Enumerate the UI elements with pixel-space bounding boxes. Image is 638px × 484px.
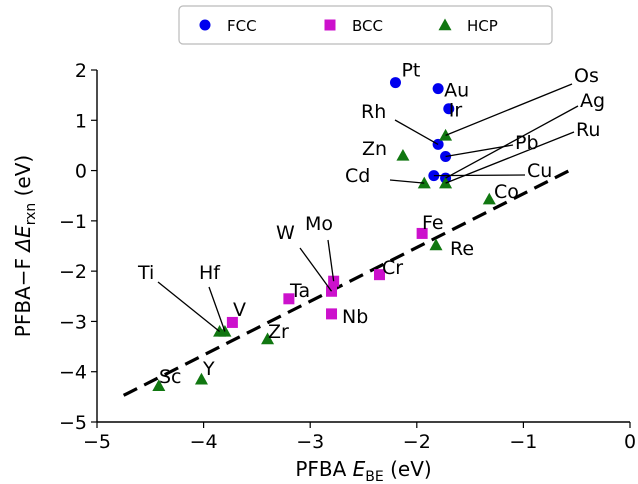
label-zn: Zn	[362, 138, 387, 160]
x-axis-label: PFBA EBE (eV)	[295, 457, 431, 484]
fit-line-group	[122, 168, 573, 397]
point-fe	[416, 227, 428, 239]
label-ti: Ti	[137, 262, 154, 284]
x-tick-label: −4	[190, 431, 218, 453]
x-tick-label: −1	[509, 431, 537, 453]
callout-line-mo	[327, 239, 335, 282]
point-labels: PtAuIrRhPbCuAgFeCrMoWTaNbVOsZnCdRuCoReZr…	[137, 60, 605, 388]
y-tick-label: 0	[75, 161, 87, 183]
label-zr: Zr	[268, 321, 289, 343]
point-re	[429, 238, 443, 251]
legend-marker-hcp	[438, 18, 452, 31]
y-tick-label: 1	[75, 110, 87, 132]
point-cr	[373, 269, 385, 281]
legend-label-fcc: FCC	[227, 17, 257, 35]
callout-line-rh	[394, 119, 439, 145]
label-ta: Ta	[289, 280, 310, 302]
label-au: Au	[444, 80, 469, 102]
label-hf: Hf	[199, 262, 221, 284]
label-fe: Fe	[422, 212, 444, 234]
callout-line-w	[299, 247, 333, 292]
label-ru: Ru	[576, 119, 600, 141]
x-tick-label: −2	[403, 431, 431, 453]
y-tick-label: −4	[59, 362, 87, 384]
label-y: Y	[202, 358, 215, 380]
label-cr: Cr	[382, 257, 403, 279]
y-tick-label: −1	[59, 211, 87, 233]
callout-line-ti	[157, 281, 220, 332]
callout-line-ag	[445, 105, 579, 179]
point-ir	[443, 103, 455, 115]
point-zn	[396, 148, 410, 161]
x-tick-label: 0	[624, 431, 636, 453]
fit-line	[122, 168, 573, 397]
legend-marker-fcc	[199, 19, 211, 31]
label-mo: Mo	[305, 213, 333, 235]
callout-line-os	[445, 83, 573, 136]
label-os: Os	[574, 65, 599, 87]
legend-box	[178, 5, 553, 45]
legend-label-bcc: BCC	[352, 17, 383, 35]
point-zr	[261, 332, 275, 345]
point-pt	[389, 77, 401, 89]
callout-line-cu	[433, 174, 526, 177]
label-ir: Ir	[449, 100, 463, 122]
label-co: Co	[494, 181, 519, 203]
label-w: W	[276, 222, 295, 244]
y-axis-label: PFBA−F ΔErxn (eV)	[11, 155, 39, 337]
label-rh: Rh	[361, 101, 386, 123]
label-pt: Pt	[401, 60, 420, 82]
legend-marker-bcc	[324, 19, 336, 31]
legend-label-hcp: HCP	[467, 17, 498, 35]
x-tick-label: −3	[296, 431, 324, 453]
label-ag: Ag	[580, 90, 605, 112]
point-y	[194, 372, 208, 385]
y-tick-label: −2	[59, 261, 87, 283]
label-nb: Nb	[342, 306, 368, 328]
label-sc: Sc	[159, 366, 182, 388]
y-tick-label: 2	[75, 60, 87, 82]
axis-titles: PFBA EBE (eV) PFBA−F ΔErxn (eV)	[11, 155, 432, 484]
axes: −5 −4 −3 −2 −1 0 −5 −4 −3 −2 −1 0 1 2	[59, 60, 636, 453]
point-v	[226, 316, 238, 328]
legend: FCC BCC HCP	[178, 5, 553, 45]
point-nb	[326, 308, 338, 320]
callout-line-ru	[445, 131, 575, 184]
y-tick-label: −3	[59, 311, 87, 333]
label-cd: Cd	[345, 165, 370, 187]
label-re: Re	[450, 238, 474, 260]
callout-line-hf	[208, 286, 226, 332]
callout-line-cd	[389, 179, 425, 184]
label-v: V	[233, 299, 246, 321]
point-ta	[283, 293, 295, 305]
point-co	[482, 192, 496, 205]
x-tick-label: −5	[83, 431, 111, 453]
label-cu: Cu	[527, 160, 552, 182]
point-au	[432, 83, 444, 95]
point-sc	[152, 379, 166, 391]
y-tick-label: −5	[59, 412, 87, 434]
